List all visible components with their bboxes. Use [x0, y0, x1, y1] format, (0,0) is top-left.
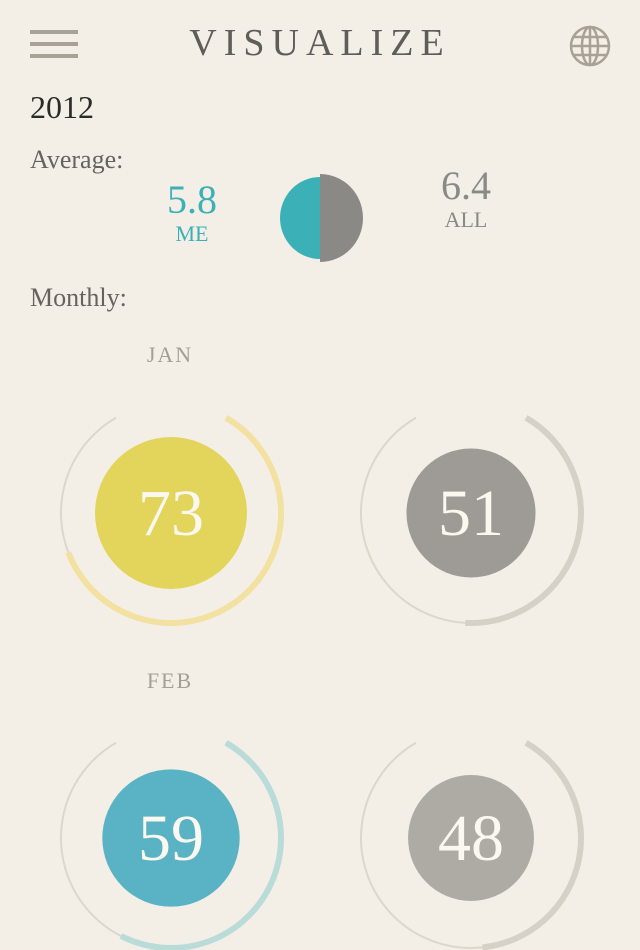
page-title: VISUALIZE [189, 22, 451, 64]
value-text: 48 [438, 802, 504, 875]
me-half [280, 177, 320, 259]
average-all: 6.4 ALL [406, 164, 526, 232]
month-label-jan: JAN [146, 342, 194, 367]
ring-progress [482, 740, 584, 950]
ring-progress [119, 740, 284, 950]
value-text: 73 [138, 477, 204, 550]
ring-progress [465, 415, 584, 626]
average-all-label: ALL [444, 207, 488, 232]
value-bubble[interactable] [95, 437, 247, 589]
average-label: Average: [30, 145, 124, 174]
value-bubble[interactable] [406, 448, 536, 578]
average-me: 5.8 ME [132, 178, 252, 246]
month-label-feb: FEB [146, 668, 194, 693]
average-comparison-circle [280, 174, 363, 262]
average-me-label: ME [175, 221, 209, 246]
average-all-value: 6.4 [441, 163, 491, 208]
all-half [320, 174, 363, 262]
year-label: 2012 [30, 89, 94, 125]
hamburger-icon [30, 30, 78, 34]
monthly-label: Monthly: [30, 283, 127, 312]
value-bubble[interactable] [408, 775, 534, 901]
average-me-value: 5.8 [167, 177, 217, 222]
value-bubble[interactable] [102, 769, 240, 907]
menu-button[interactable] [30, 30, 78, 60]
value-text: 51 [438, 477, 504, 550]
value-text: 59 [138, 802, 204, 875]
globe-icon[interactable] [568, 24, 612, 68]
ring-progress [65, 415, 284, 626]
